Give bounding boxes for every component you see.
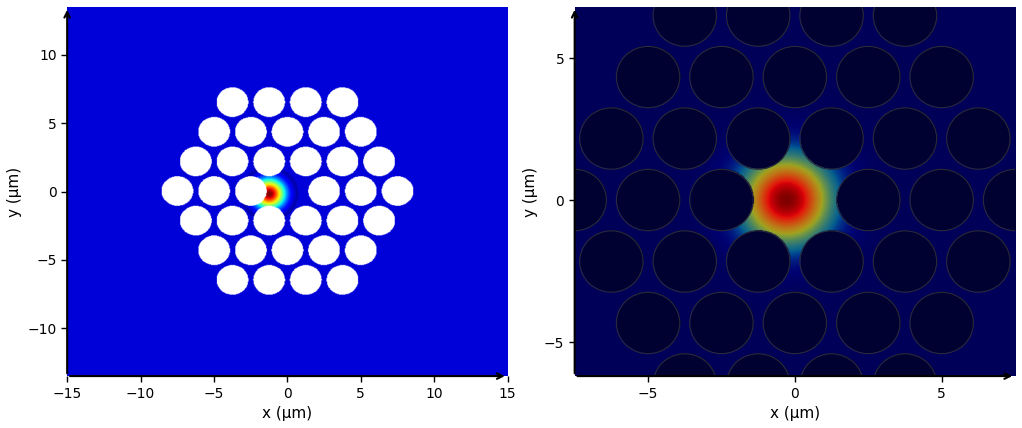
- Y-axis label: y (μm): y (μm): [7, 166, 21, 217]
- Y-axis label: y (μm): y (μm): [523, 166, 539, 217]
- X-axis label: x (μm): x (μm): [770, 406, 820, 421]
- X-axis label: x (μm): x (μm): [263, 406, 313, 421]
